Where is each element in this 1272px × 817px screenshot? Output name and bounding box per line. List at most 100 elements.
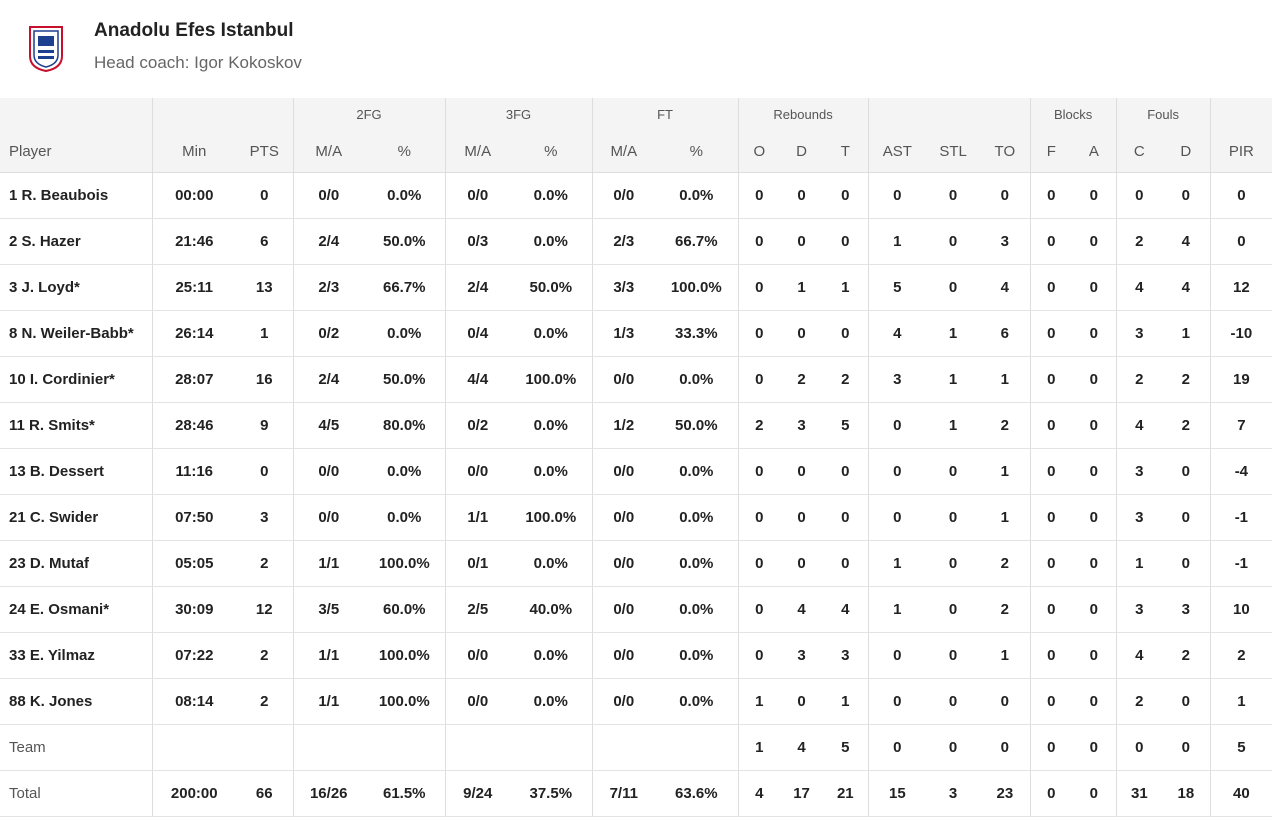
stat-cell: 0 bbox=[1072, 402, 1117, 449]
stat-cell: 3 bbox=[780, 632, 824, 679]
stat-cell bbox=[655, 724, 739, 771]
stat-cell: 2/3 bbox=[292, 264, 364, 311]
stat-cell: 2/4 bbox=[292, 218, 364, 265]
column-header: Min bbox=[151, 131, 236, 173]
stat-cell: 0 bbox=[1072, 678, 1117, 725]
stat-cell: 1/3 bbox=[591, 310, 656, 357]
stat-cell: 0/0 bbox=[444, 172, 511, 219]
group-header: 3FG bbox=[444, 98, 593, 131]
stat-cell: 0 bbox=[737, 586, 781, 633]
stat-cell: 4 bbox=[823, 586, 869, 633]
stat-cell: 4/5 bbox=[292, 402, 364, 449]
stat-cell: 0 bbox=[980, 724, 1031, 771]
stat-cell: 0.0% bbox=[364, 494, 446, 541]
group-header: Fouls bbox=[1115, 98, 1211, 131]
stat-cell: 2 bbox=[823, 356, 869, 403]
column-header: PIR bbox=[1209, 131, 1272, 173]
head-coach: Head coach: Igor Kokoskov bbox=[94, 53, 302, 72]
stat-cell: 16/26 bbox=[292, 770, 364, 817]
stat-cell: 0 bbox=[980, 678, 1031, 725]
stat-cell: 63.6% bbox=[655, 770, 739, 817]
stat-cell: 0 bbox=[737, 264, 781, 311]
stat-cell: 1 bbox=[926, 402, 981, 449]
column-header: D bbox=[1162, 131, 1211, 173]
player-name: 13 B. Dessert bbox=[0, 448, 152, 495]
stat-cell: 0 bbox=[737, 494, 781, 541]
stat-cell: 0/0 bbox=[591, 632, 656, 679]
stat-cell bbox=[151, 724, 236, 771]
player-name: 1 R. Beaubois bbox=[0, 172, 152, 219]
box-score-table: 2FG 3FG FT Rebounds Blocks Fouls Player M… bbox=[0, 98, 1272, 817]
stat-cell: 40 bbox=[1209, 770, 1272, 817]
stat-cell: 1/1 bbox=[444, 494, 511, 541]
stat-cell: 0 bbox=[1162, 678, 1211, 725]
stat-cell: 1/1 bbox=[292, 632, 364, 679]
stat-cell: 1/1 bbox=[292, 540, 364, 587]
column-header: Player bbox=[0, 131, 152, 173]
stat-cell bbox=[510, 724, 593, 771]
stat-cell: 0 bbox=[780, 448, 824, 495]
stat-cell: 5 bbox=[823, 402, 869, 449]
player-name: 3 J. Loyd* bbox=[0, 264, 152, 311]
column-header: M/A bbox=[444, 131, 511, 173]
player-row: 24 E. Osmani* 30:09 12 3/5 60.0% 2/5 40.0% 0/0 0… bbox=[0, 586, 1272, 633]
group-header: 2FG bbox=[292, 98, 446, 131]
column-header: O bbox=[737, 131, 781, 173]
stat-cell: 07:22 bbox=[151, 632, 236, 679]
stat-cell: 0 bbox=[1162, 172, 1211, 219]
stat-cell: 1 bbox=[980, 494, 1031, 541]
stat-cell: 0/0 bbox=[591, 540, 656, 587]
stat-cell: 5 bbox=[823, 724, 869, 771]
stat-cell: 1 bbox=[236, 310, 293, 357]
stat-cell: 0/0 bbox=[591, 172, 656, 219]
stat-cell: 100.0% bbox=[510, 494, 593, 541]
stat-cell: 12 bbox=[1209, 264, 1272, 311]
stat-cell: 4 bbox=[980, 264, 1031, 311]
stat-cell: 66.7% bbox=[364, 264, 446, 311]
stat-cell: 18 bbox=[1162, 770, 1211, 817]
player-name: 24 E. Osmani* bbox=[0, 586, 152, 633]
stat-cell: 1/2 bbox=[591, 402, 656, 449]
stat-cell: 3/3 bbox=[591, 264, 656, 311]
stat-cell bbox=[292, 724, 364, 771]
stat-cell: 2 bbox=[980, 402, 1031, 449]
stat-cell: 0.0% bbox=[655, 678, 739, 725]
stat-cell: 0 bbox=[780, 310, 824, 357]
stat-cell: 0.0% bbox=[655, 540, 739, 587]
player-row: 3 J. Loyd* 25:11 13 2/3 66.7% 2/4 50.0% 3/3 100.… bbox=[0, 264, 1272, 311]
stat-cell: 0 bbox=[1029, 586, 1073, 633]
stat-cell: 0.0% bbox=[510, 540, 593, 587]
stat-cell: 66.7% bbox=[655, 218, 739, 265]
stat-cell: 100.0% bbox=[364, 678, 446, 725]
stat-cell: 4 bbox=[1115, 402, 1163, 449]
stat-cell bbox=[364, 724, 446, 771]
stat-cell: 2 bbox=[236, 540, 293, 587]
player-name: 23 D. Mutaf bbox=[0, 540, 152, 587]
column-header: F bbox=[1029, 131, 1073, 173]
stat-cell: 0 bbox=[1072, 586, 1117, 633]
player-name: Team bbox=[0, 724, 152, 771]
stat-cell: 0.0% bbox=[510, 448, 593, 495]
column-header: M/A bbox=[591, 131, 656, 173]
stat-cell: 0 bbox=[1072, 356, 1117, 403]
player-row: 21 C. Swider 07:50 3 0/0 0.0% 1/1 100.0% 0/0 0.0… bbox=[0, 494, 1272, 541]
stat-cell: 2 bbox=[780, 356, 824, 403]
stat-cell: 00:00 bbox=[151, 172, 236, 219]
stat-cell: 0 bbox=[1029, 770, 1073, 817]
stat-cell: 50.0% bbox=[364, 218, 446, 265]
stat-cell: 1 bbox=[867, 218, 927, 265]
stat-cell: 23 bbox=[980, 770, 1031, 817]
column-header: % bbox=[364, 131, 446, 173]
stat-cell: 0/0 bbox=[591, 448, 656, 495]
stat-cell: 0 bbox=[780, 218, 824, 265]
stat-cell: 80.0% bbox=[364, 402, 446, 449]
stat-cell: 3 bbox=[780, 402, 824, 449]
stat-cell: 0.0% bbox=[655, 356, 739, 403]
stat-cell: 0/0 bbox=[292, 172, 364, 219]
stat-cell: 25:11 bbox=[151, 264, 236, 311]
stat-cell: 0/0 bbox=[591, 356, 656, 403]
stat-cell: 1 bbox=[823, 264, 869, 311]
stat-cell: 0/2 bbox=[444, 402, 511, 449]
stat-cell: 2 bbox=[236, 632, 293, 679]
stat-cell: 0 bbox=[1209, 218, 1272, 265]
